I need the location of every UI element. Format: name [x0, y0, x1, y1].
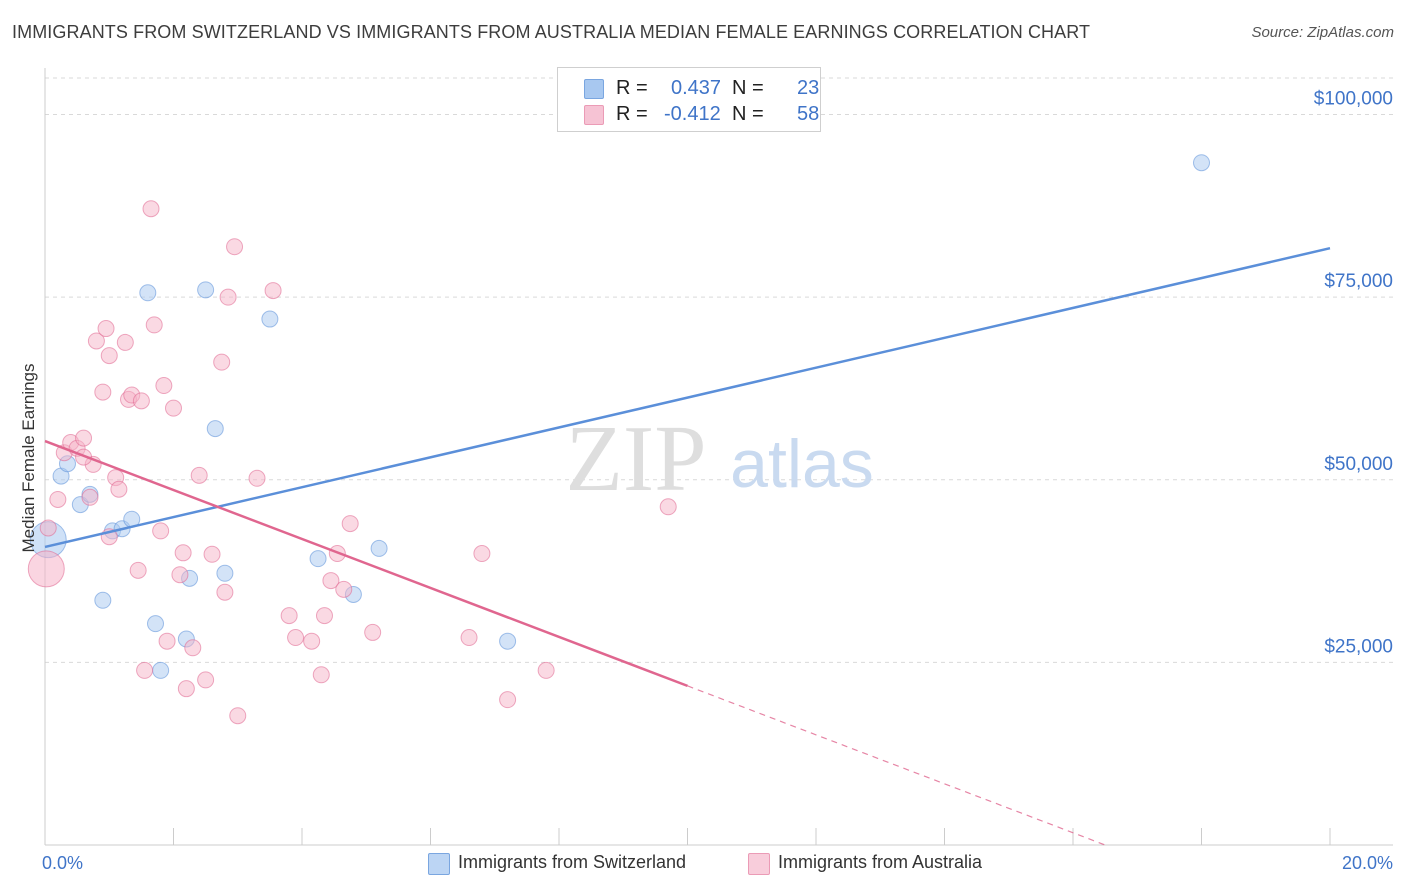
legend-swatch-blue [584, 79, 604, 99]
data-point [370, 539, 388, 557]
data-point [139, 284, 157, 302]
data-point [142, 200, 160, 218]
y-tick-label: $50,000 [1324, 454, 1393, 475]
stats-legend: R = 0.437 N = 23 R = -0.412 N = 58 [557, 67, 821, 132]
data-point [174, 544, 192, 562]
data-point [203, 545, 221, 563]
data-point [177, 680, 195, 698]
data-point [171, 566, 189, 584]
legend-label: Immigrants from Switzerland [458, 852, 687, 872]
data-point [322, 572, 340, 590]
data-point [75, 429, 93, 447]
r-label: R = [616, 77, 648, 99]
data-point [136, 661, 154, 679]
y-axis-label: Median Female Earnings [19, 364, 38, 553]
trend-line [44, 246, 1331, 549]
data-point [219, 288, 237, 306]
r-label: R = [616, 103, 648, 125]
data-point [499, 632, 517, 650]
legend-swatch-blue [428, 853, 450, 875]
x-tick-label: 20.0% [1342, 853, 1393, 873]
data-point [116, 333, 134, 351]
data-point [39, 519, 57, 537]
data-point [1193, 154, 1210, 172]
data-point [147, 615, 165, 633]
data-point [264, 282, 282, 300]
data-point [94, 591, 112, 609]
grid-lines [45, 77, 1393, 663]
data-point [184, 639, 202, 657]
axes [44, 68, 1393, 846]
data-point [473, 545, 491, 563]
legend-label: Immigrants from Australia [778, 852, 983, 872]
data-point [659, 498, 677, 516]
data-point [87, 332, 105, 350]
y-tick-label: $25,000 [1324, 636, 1393, 657]
watermark-zip: ZIP [566, 407, 707, 511]
data-point [190, 466, 208, 484]
watermark-atlas: atlas [730, 426, 874, 502]
data-point [197, 671, 215, 689]
data-point [145, 316, 163, 334]
data-point [152, 661, 170, 679]
y-tick-labels: $25,000 $50,000 $75,000 $100,000 [1314, 89, 1393, 658]
r-value: 0.437 [671, 77, 722, 99]
data-point [110, 480, 128, 498]
data-point [248, 469, 266, 487]
y-tick-label: $75,000 [1324, 271, 1393, 292]
r-value: -0.412 [664, 103, 721, 125]
data-point [216, 583, 234, 601]
chart-source: Source: ZipAtlas.com [1251, 24, 1394, 41]
data-point [27, 550, 65, 588]
data-point [312, 666, 330, 684]
data-point [287, 629, 305, 647]
data-point [226, 238, 244, 256]
data-point [216, 564, 234, 582]
data-points [27, 154, 1210, 725]
data-point [335, 580, 353, 598]
data-point [364, 623, 382, 641]
data-point [261, 310, 279, 328]
data-point [97, 320, 115, 338]
chart-title: IMMIGRANTS FROM SWITZERLAND VS IMMIGRANT… [12, 22, 1091, 42]
trend-line-extension [687, 685, 1106, 846]
data-point [165, 399, 182, 417]
data-point [94, 383, 112, 401]
data-point [460, 629, 478, 647]
data-point [158, 632, 176, 650]
data-point [81, 488, 99, 506]
n-label: N = [732, 103, 764, 125]
data-point [229, 707, 247, 725]
data-point [309, 550, 327, 568]
trend-line [44, 439, 688, 688]
data-point [132, 392, 150, 410]
legend-swatch-pink [748, 853, 770, 875]
data-point [152, 522, 170, 540]
data-point [49, 490, 67, 508]
legend-swatch-pink [584, 105, 604, 125]
data-point [303, 632, 321, 650]
n-value: 23 [797, 77, 820, 99]
n-value: 58 [797, 103, 820, 125]
data-point [213, 353, 231, 371]
data-point [197, 281, 215, 299]
data-point [499, 691, 517, 709]
data-point [280, 607, 298, 625]
data-point [315, 607, 333, 625]
data-point [100, 347, 118, 365]
data-point [341, 515, 359, 533]
n-label: N = [732, 77, 764, 99]
trend-lines [44, 246, 1331, 846]
y-tick-label: $100,000 [1314, 89, 1393, 110]
watermark: ZIP atlas [566, 407, 874, 511]
x-tick-label: 0.0% [42, 853, 83, 873]
data-point [537, 661, 555, 679]
data-point [206, 420, 224, 438]
data-point [155, 377, 173, 395]
data-point [129, 561, 147, 579]
x-tick-labels: 0.0% 20.0% [42, 853, 1393, 873]
